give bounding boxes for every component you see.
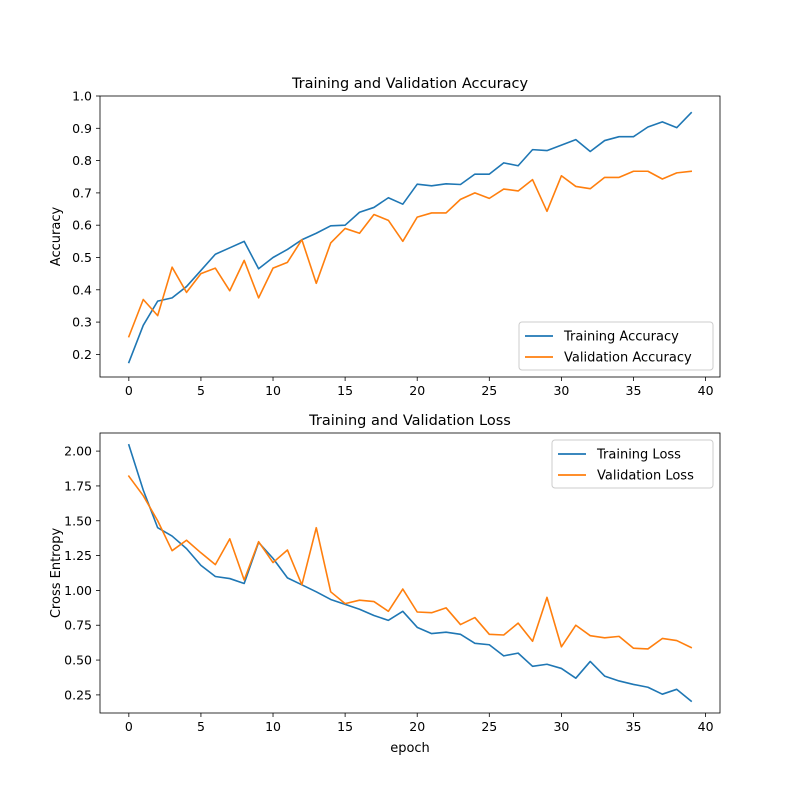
loss-y-tick-label: 0.50 [64, 653, 92, 668]
accuracy-x-tick-label: 40 [698, 383, 714, 398]
accuracy-y-tick-label: 0.6 [72, 218, 92, 233]
accuracy-y-tick-label: 0.2 [72, 347, 92, 362]
loss-legend: Training Loss Validation Loss [551, 439, 714, 489]
accuracy-x-tick-label: 10 [265, 383, 281, 398]
accuracy-chart: Training and Validation Accuracy Accuracy… [49, 76, 721, 398]
loss-x-tick-label: 40 [698, 719, 714, 734]
accuracy-chart-title: Training and Validation Accuracy [291, 76, 529, 92]
accuracy-y-tick-label: 1.0 [72, 89, 92, 104]
loss-y-tick-label: 1.25 [64, 548, 92, 563]
loss-x-tick-label: 0 [125, 719, 133, 734]
accuracy-y-tick-label: 0.3 [72, 315, 92, 330]
accuracy-y-axis-label: Accuracy [49, 207, 64, 267]
accuracy-x-tick-label: 0 [125, 383, 133, 398]
accuracy-x-tick-label: 35 [626, 383, 642, 398]
loss-x-tick-label: 10 [265, 719, 281, 734]
accuracy-y-tick-label: 0.4 [72, 282, 92, 297]
loss-x-tick-label: 20 [409, 719, 425, 734]
loss-y-tick-label: 2.00 [64, 444, 92, 459]
accuracy-legend-label: Validation Accuracy [564, 351, 692, 366]
loss-y-tick-label: 1.75 [64, 478, 92, 493]
loss-x-axis-label: epoch [390, 741, 430, 756]
accuracy-y-tick-label: 0.8 [72, 153, 92, 168]
loss-chart: Training and Validation Loss Cross Entrop… [49, 413, 721, 756]
loss-axes-frame [99, 432, 721, 714]
loss-x-tick-label: 15 [337, 719, 353, 734]
accuracy-legend-label: Training Accuracy [563, 330, 679, 345]
accuracy-x-tick-label: 30 [553, 383, 569, 398]
loss-y-axis-label: Cross Entropy [49, 528, 64, 619]
loss-x-tick-label: 25 [481, 719, 497, 734]
loss-y-tick-label: 0.25 [64, 687, 92, 702]
loss-y-tick-label: 1.50 [64, 513, 92, 528]
loss-x-tick-label: 5 [197, 719, 205, 734]
loss-chart-title: Training and Validation Loss [308, 413, 511, 429]
accuracy-y-tick-label: 0.5 [72, 250, 92, 265]
loss-series-line-validation [127, 475, 693, 650]
loss-legend-box [551, 439, 714, 489]
accuracy-legend: Training Accuracy Validation Accuracy [518, 321, 714, 371]
accuracy-series-line-validation [127, 170, 693, 338]
accuracy-x-tick-label: 20 [409, 383, 425, 398]
accuracy-x-tick-label: 5 [197, 383, 205, 398]
loss-x-tick-label: 35 [626, 719, 642, 734]
loss-legend-label: Validation Loss [597, 469, 694, 484]
loss-y-tick-label: 1.00 [64, 583, 92, 598]
loss-legend-label: Training Loss [596, 448, 681, 463]
loss-x-tick-label: 30 [553, 719, 569, 734]
accuracy-x-tick-label: 25 [481, 383, 497, 398]
accuracy-y-tick-label: 0.9 [72, 121, 92, 136]
accuracy-series-line-training [127, 111, 693, 364]
accuracy-x-tick-label: 15 [337, 383, 353, 398]
loss-y-tick-label: 0.75 [64, 618, 92, 633]
loss-series-line-training [127, 443, 693, 703]
accuracy-axes-frame [99, 95, 721, 378]
accuracy-legend-box [518, 321, 714, 371]
accuracy-y-tick-label: 0.7 [72, 185, 92, 200]
